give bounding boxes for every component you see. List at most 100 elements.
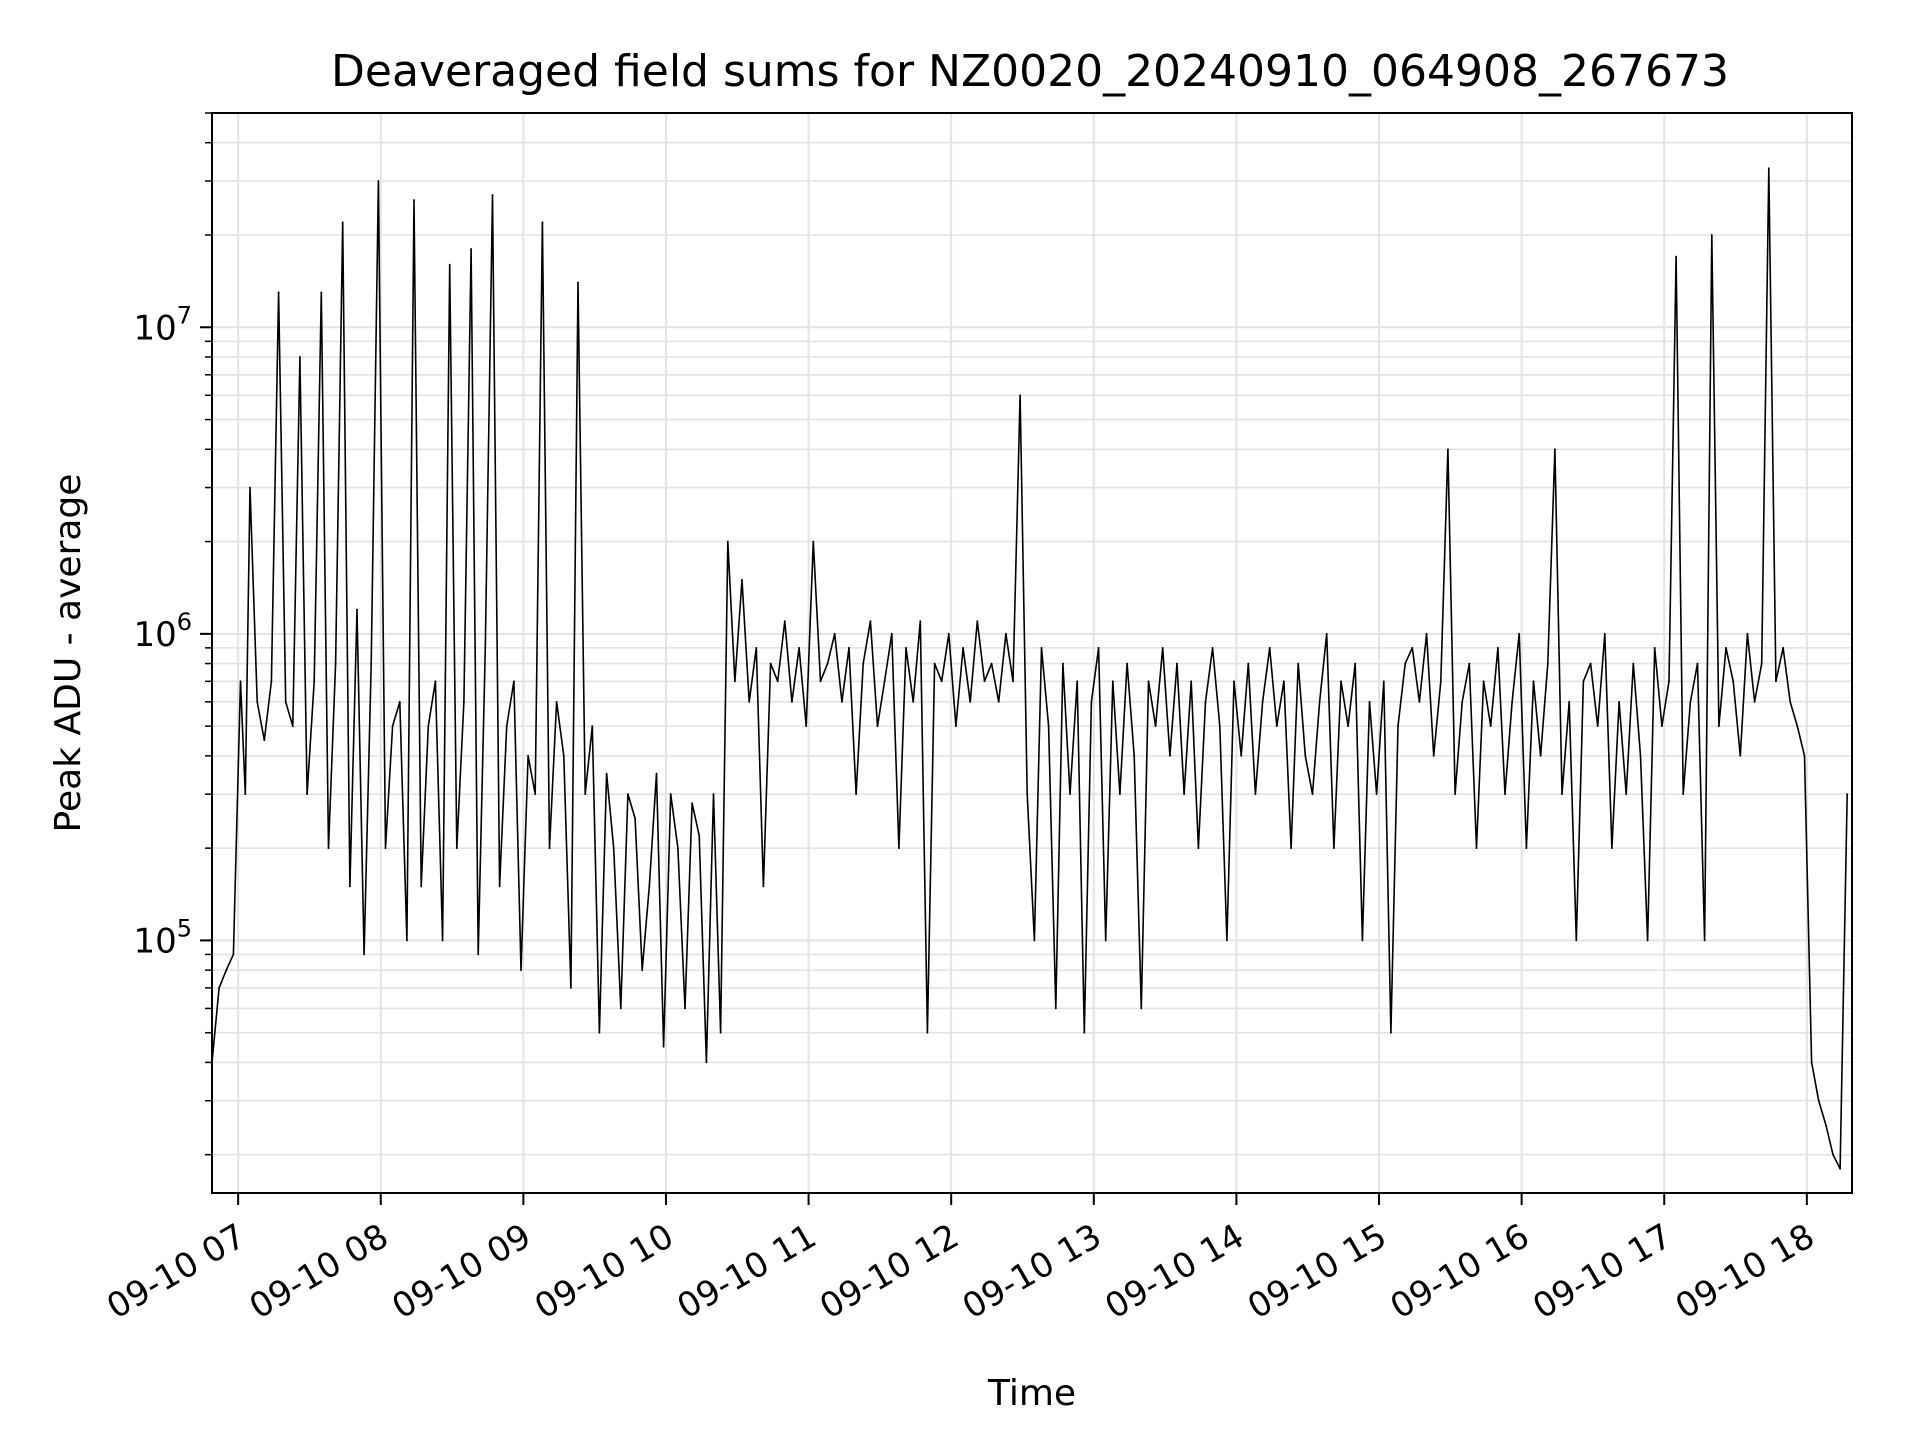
- data-point: [1632, 662, 1635, 665]
- data-point: [1154, 725, 1157, 727]
- data-point: [1026, 793, 1029, 795]
- data-point: [1190, 680, 1193, 683]
- data-point: [648, 885, 651, 888]
- data-point: [876, 725, 879, 727]
- data-point: [748, 701, 751, 703]
- y-axis: 105 106 107: [133, 112, 212, 1156]
- data-point: [869, 620, 872, 623]
- data-point: [762, 885, 765, 888]
- data-point: [677, 847, 679, 849]
- data-point: [291, 725, 294, 727]
- data-point: [1390, 1031, 1392, 1034]
- data-point: [1268, 647, 1271, 649]
- data-point: [662, 1045, 665, 1048]
- data-point: [862, 662, 865, 665]
- data-point: [1718, 725, 1720, 727]
- data-point: [1518, 632, 1521, 635]
- data-point: [1554, 448, 1556, 451]
- data-point: [1839, 1167, 1841, 1170]
- data-point: [1454, 793, 1456, 795]
- data-point: [598, 1031, 601, 1034]
- data-point: [1019, 394, 1021, 397]
- data-point: [420, 885, 423, 888]
- data-point: [1689, 701, 1692, 703]
- data-point: [1782, 647, 1784, 649]
- data-point: [1161, 647, 1164, 649]
- data-point: [218, 987, 221, 989]
- data-point: [990, 662, 993, 665]
- data-point: [1133, 754, 1136, 757]
- data-point: [513, 680, 515, 683]
- data-point: [1354, 662, 1357, 665]
- data-point: [1589, 662, 1592, 665]
- data-point: [249, 486, 251, 489]
- data-point: [1325, 632, 1328, 635]
- data-point: [341, 221, 344, 224]
- data-point: [962, 647, 964, 649]
- data-point: [1283, 680, 1285, 683]
- data-point: [898, 847, 900, 849]
- data-point: [627, 793, 629, 795]
- data-point: [919, 620, 922, 623]
- data-point: [334, 662, 337, 665]
- data-point: [1646, 939, 1649, 942]
- x-tick-label: 09-10 11: [671, 1216, 823, 1327]
- data-point: [1425, 632, 1428, 635]
- data-point: [1347, 725, 1349, 727]
- data-point: [306, 793, 308, 795]
- series-layer: [211, 167, 1849, 1170]
- data-point: [1504, 793, 1506, 795]
- data-point: [1482, 680, 1485, 683]
- data-point: [812, 540, 815, 543]
- data-point: [655, 772, 658, 775]
- data-point: [239, 680, 242, 683]
- data-point: [1411, 647, 1414, 649]
- data-point: [1375, 793, 1378, 795]
- data-point: [1625, 793, 1628, 795]
- data-point: [1126, 662, 1128, 665]
- data-point: [1054, 1007, 1057, 1010]
- data-point: [1539, 754, 1542, 757]
- x-tick-label: 09-10 12: [813, 1216, 965, 1327]
- data-point: [377, 180, 380, 182]
- data-point: [833, 632, 836, 635]
- data-point: [1775, 680, 1777, 683]
- data-point: [769, 662, 772, 665]
- data-point: [1104, 939, 1107, 942]
- data-point: [470, 248, 472, 250]
- data-point: [1418, 701, 1421, 703]
- x-tick-label: 09-10 17: [1526, 1216, 1678, 1327]
- data-point: [534, 793, 537, 795]
- data-point: [1546, 662, 1549, 665]
- data-point: [940, 680, 943, 683]
- data-point: [1582, 680, 1585, 683]
- data-point: [1710, 234, 1713, 236]
- data-point: [1789, 701, 1792, 703]
- data-point: [976, 620, 979, 623]
- data-point: [527, 754, 529, 757]
- data-point: [1475, 847, 1478, 849]
- data-point: [1596, 725, 1599, 727]
- data-point: [1439, 680, 1442, 683]
- data-point: [1447, 448, 1449, 451]
- data-point: [1240, 754, 1243, 757]
- data-point: [1511, 701, 1513, 703]
- data-point: [669, 793, 672, 795]
- data-point: [1368, 701, 1371, 703]
- data-point: [1568, 701, 1571, 703]
- data-point: [776, 680, 779, 683]
- data-point: [505, 725, 508, 727]
- data-point: [1033, 939, 1036, 942]
- data-point: [327, 847, 330, 849]
- data-point: [1233, 680, 1235, 683]
- data-point: [1603, 632, 1606, 635]
- data-point: [555, 701, 558, 703]
- data-point: [1746, 632, 1749, 635]
- data-point: [1611, 847, 1613, 849]
- data-point: [1661, 725, 1663, 727]
- data-point: [491, 194, 494, 196]
- data-point: [1318, 701, 1321, 703]
